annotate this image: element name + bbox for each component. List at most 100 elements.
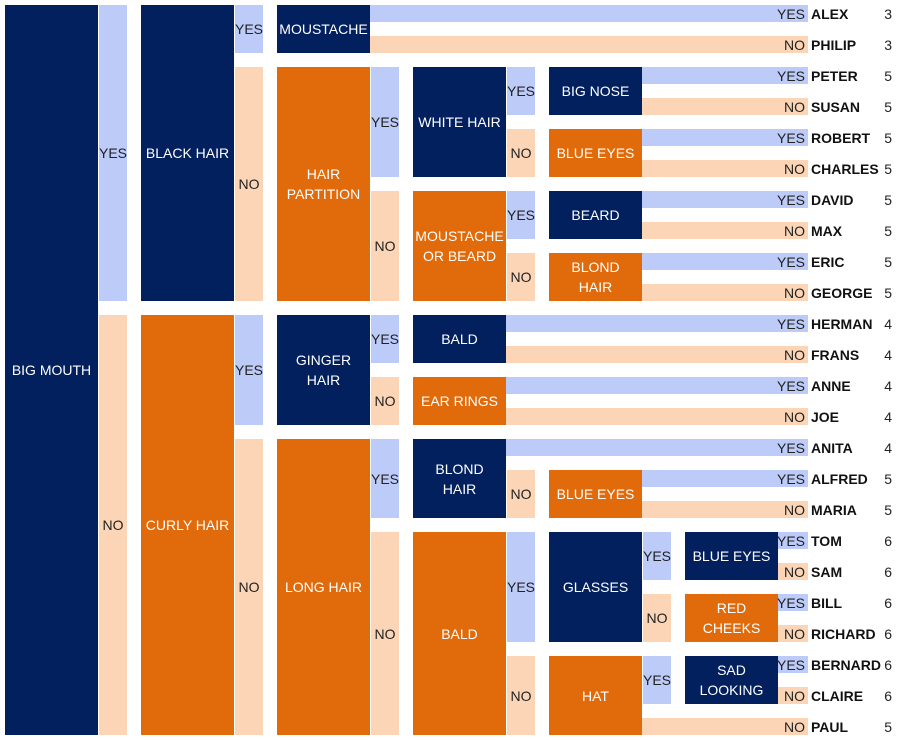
character-name: DAVID [811, 192, 854, 208]
question-count: 4 [884, 409, 892, 425]
character-name: CLAIRE [811, 688, 864, 704]
character-name: SUSAN [811, 99, 861, 115]
answer-bar-yes: YES [642, 253, 808, 270]
answer-bar-no: NO [642, 98, 808, 115]
branch-label-yes: YES [99, 5, 127, 301]
question-count: 6 [884, 626, 892, 642]
branch-label-yes: YES [235, 315, 263, 425]
question-node-blond-hair: BLOND HAIR [549, 253, 642, 301]
question-count: 5 [884, 471, 892, 487]
branch-label-no: NO [507, 656, 535, 735]
branch-label-yes: YES [371, 315, 399, 363]
branch-label-no: NO [235, 439, 263, 735]
character-name: RICHARD [811, 626, 876, 642]
character-name: FRANS [811, 347, 860, 363]
character-name: ROBERT [811, 130, 871, 146]
question-node-blue-eyes: BLUE EYES [549, 129, 642, 177]
character-name: ALFRED [811, 471, 868, 487]
question-count: 5 [884, 68, 892, 84]
branch-label-yes: YES [507, 67, 535, 115]
question-node-blond-hair: BLOND HAIR [413, 439, 506, 518]
question-node-blue-eyes: BLUE EYES [549, 470, 642, 518]
question-count: 5 [884, 99, 892, 115]
branch-label-no: NO [371, 532, 399, 735]
question-node-black-hair: BLACK HAIR [141, 5, 234, 301]
character-name: ANNE [811, 378, 851, 394]
branch-label-no: NO [371, 377, 399, 425]
character-name: JOE [811, 409, 840, 425]
answer-bar-no: NO [642, 718, 808, 735]
branch-label-yes: YES [371, 67, 399, 177]
character-name: MAX [811, 223, 843, 239]
answer-bar-yes: YES [777, 594, 808, 611]
question-node-big-mouth: BIG MOUTH [5, 5, 98, 735]
question-node-hair-partition: HAIR PARTITION [277, 67, 370, 301]
answer-bar-no: NO [506, 346, 808, 363]
question-count: 6 [884, 688, 892, 704]
branch-label-yes: YES [643, 656, 671, 704]
question-node-hat: HAT [549, 656, 642, 735]
character-name: CHARLES [811, 161, 879, 177]
answer-bar-yes: YES [777, 656, 808, 673]
character-name: MARIA [811, 502, 857, 518]
character-name: ALEX [811, 6, 849, 22]
character-name: ERIC [811, 254, 845, 270]
question-node-sad-looking: SAD LOOKING [685, 656, 778, 704]
answer-bar-no: NO [778, 687, 808, 704]
question-count: 5 [884, 502, 892, 518]
character-name: BILL [811, 595, 843, 611]
question-node-glasses: GLASSES [549, 532, 642, 642]
character-name: GEORGE [811, 285, 873, 301]
question-count: 5 [884, 719, 892, 735]
question-count: 4 [884, 347, 892, 363]
answer-bar-yes: YES [777, 532, 808, 549]
question-node-moustache-or-beard: MOUSTACHE OR BEARD [413, 191, 506, 301]
branch-label-no: NO [371, 191, 399, 301]
answer-bar-no: NO [642, 160, 808, 177]
question-node-moustache: MOUSTACHE [277, 5, 370, 53]
answer-bar-no: NO [642, 284, 808, 301]
question-count: 5 [884, 192, 892, 208]
answer-bar-yes: YES [506, 377, 808, 394]
question-node-ginger-hair: GINGER HAIR [277, 315, 370, 425]
answer-bar-no: NO [506, 408, 808, 425]
question-node-blue-eyes: BLUE EYES [685, 532, 778, 580]
question-node-curly-hair: CURLY HAIR [141, 315, 234, 735]
question-node-bald: BALD [413, 532, 506, 735]
question-count: 4 [884, 440, 892, 456]
answer-bar-yes: YES [642, 129, 808, 146]
character-name: TOM [811, 533, 842, 549]
branch-label-no: NO [235, 67, 263, 301]
question-count: 3 [884, 37, 892, 53]
branch-label-yes: YES [507, 532, 535, 642]
question-count: 4 [884, 378, 892, 394]
branch-label-no: NO [643, 594, 671, 642]
answer-bar-yes: YES [642, 470, 808, 487]
question-node-long-hair: LONG HAIR [277, 439, 370, 735]
question-count: 5 [884, 130, 892, 146]
character-name: HERMAN [811, 316, 873, 332]
branch-label-no: NO [507, 129, 535, 177]
question-count: 6 [884, 595, 892, 611]
answer-bar-yes: YES [642, 67, 808, 84]
answer-bar-no: NO [642, 222, 808, 239]
answer-bar-no: NO [778, 625, 808, 642]
branch-label-no: NO [507, 253, 535, 301]
character-name: SAM [811, 564, 843, 580]
branch-label-yes: YES [643, 532, 671, 580]
question-count: 5 [884, 254, 892, 270]
character-name: PAUL [811, 719, 849, 735]
answer-bar-no: NO [778, 563, 808, 580]
question-count: 5 [884, 285, 892, 301]
character-name: BERNARD [811, 657, 881, 673]
question-count: 6 [884, 564, 892, 580]
branch-label-yes: YES [235, 5, 263, 53]
answer-bar-no: NO [642, 501, 808, 518]
branch-label-yes: YES [371, 439, 399, 518]
branch-label-yes: YES [507, 191, 535, 239]
question-node-big-nose: BIG NOSE [549, 67, 642, 115]
question-count: 4 [884, 316, 892, 332]
question-count: 6 [884, 657, 892, 673]
question-count: 3 [884, 6, 892, 22]
branch-label-no: NO [507, 470, 535, 518]
